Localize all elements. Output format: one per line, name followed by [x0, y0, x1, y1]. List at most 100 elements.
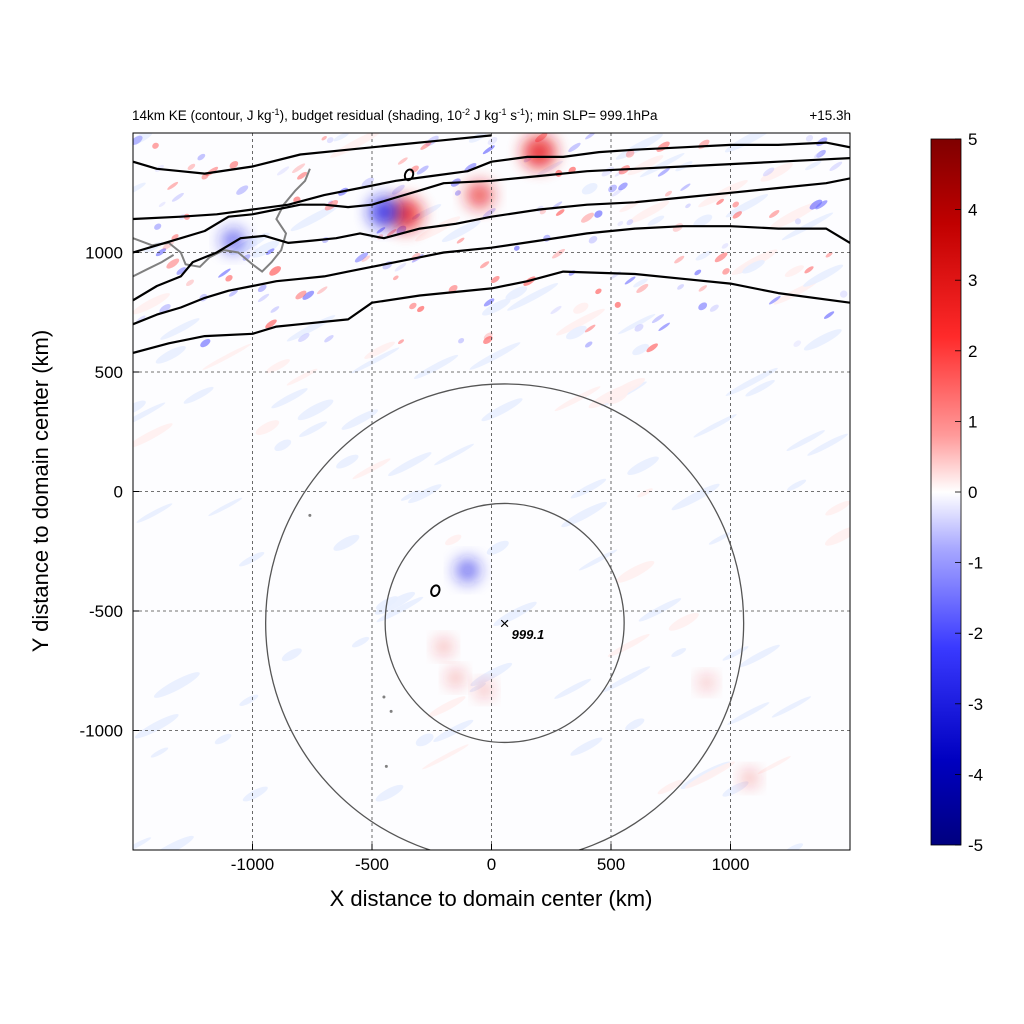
wave-streak	[228, 289, 238, 297]
wave-streak	[187, 163, 196, 171]
wave-streak	[664, 190, 673, 197]
texture-streak	[615, 133, 663, 160]
texture-streak	[725, 367, 778, 396]
forecast-time-label: +15.3h	[809, 108, 851, 123]
wave-streak	[483, 332, 493, 340]
texture-streak	[415, 733, 434, 747]
radius-rings	[265, 383, 745, 850]
texture-streak	[239, 694, 259, 706]
texture-streak	[376, 596, 424, 623]
texture-streak	[133, 133, 153, 145]
plot-background	[133, 133, 850, 850]
texture-streak	[441, 220, 481, 243]
wave-streak	[417, 305, 425, 313]
texture-streak	[374, 591, 416, 615]
wave-streak	[805, 134, 814, 142]
colorbar-tick-label: 4	[968, 201, 977, 220]
wave-streak	[618, 182, 628, 191]
x-tick-label: 500	[597, 855, 625, 874]
y-tick-label: -1000	[80, 722, 123, 741]
x-tick-label: 1000	[712, 855, 750, 874]
texture-streak	[708, 532, 732, 545]
texture-streak	[637, 488, 653, 498]
texture-streak	[671, 483, 720, 511]
wave-streak	[277, 166, 290, 176]
texture-streak	[561, 501, 608, 528]
wave-streak	[482, 208, 496, 218]
y-tick-label: 1000	[85, 244, 123, 263]
wave-streak	[722, 268, 730, 275]
wave-streak	[386, 229, 397, 237]
texture-streak	[668, 612, 699, 631]
island-dot	[382, 695, 386, 699]
wave-streak	[694, 269, 702, 276]
wave-streak	[409, 302, 417, 310]
texture-streak	[333, 534, 360, 551]
texture-streak	[266, 359, 290, 374]
texture-streak	[146, 835, 194, 850]
title-sup: -1	[517, 107, 526, 117]
storm-center: ×999.1	[500, 614, 545, 642]
wave-streak	[804, 266, 814, 274]
wave-streak	[513, 245, 520, 251]
colorbar-tick-label: -1	[968, 554, 983, 573]
colorbar-ticks: 5 4 3 2 1 0 -1 -2 -3 -4 -5	[955, 130, 983, 855]
texture-streak	[183, 386, 214, 404]
wave-streak	[698, 285, 708, 292]
texture-streak	[486, 540, 509, 555]
wave-streak	[768, 295, 781, 305]
wave-streak	[555, 209, 565, 216]
wave-streak	[458, 337, 465, 344]
wave-streak	[176, 267, 187, 275]
min-slp-label: 999.1	[512, 627, 545, 642]
ke-contour-line	[133, 177, 850, 302]
wave-streak	[225, 275, 233, 282]
shading-feature	[435, 638, 453, 656]
wave-streak	[201, 173, 209, 180]
wave-streak	[133, 135, 143, 145]
texture-streak	[695, 250, 712, 261]
colorbar-tick-label: -3	[968, 695, 983, 714]
ke-contour-line	[133, 225, 850, 326]
texture-streak	[413, 354, 459, 379]
title-sup: -1	[498, 107, 507, 117]
wave-streak	[793, 340, 801, 347]
texture-streak	[274, 439, 292, 452]
wave-streak	[361, 177, 374, 188]
texture-streak	[638, 598, 682, 622]
texture-streak	[133, 837, 152, 850]
texture-streak	[554, 678, 592, 699]
texture-streak	[375, 784, 404, 802]
wave-streak	[321, 135, 327, 141]
wave-streak	[568, 142, 581, 153]
title-sup: -2	[461, 107, 470, 117]
wave-streak	[154, 223, 162, 230]
shading-feature	[221, 228, 246, 253]
wave-streak	[581, 212, 594, 223]
texture-streak	[786, 430, 825, 452]
texture-streak	[607, 390, 628, 405]
wave-streak	[825, 252, 833, 258]
wave-streak	[159, 304, 171, 314]
texture-streak	[760, 162, 793, 182]
texture-streak	[581, 183, 598, 195]
texture-streak	[555, 308, 605, 336]
wave-streak	[197, 153, 206, 161]
texture-streak	[781, 212, 834, 241]
texture-streak	[297, 399, 334, 421]
wave-streak	[674, 255, 685, 264]
wave-streak	[257, 293, 270, 303]
title-part: ), budget residual (shading, 10	[279, 108, 462, 123]
wave-streak	[292, 163, 306, 174]
texture-streak	[573, 302, 589, 314]
colorbar-tick-label: 3	[968, 271, 977, 290]
texture-streak	[202, 343, 252, 370]
wave-streak	[392, 275, 399, 281]
texture-streak	[150, 747, 169, 758]
shading-feature	[466, 181, 494, 209]
colorbar-tick-label: 1	[968, 412, 977, 431]
wave-streak	[732, 201, 740, 208]
wave-streak	[614, 301, 621, 308]
wave-streak	[487, 136, 498, 146]
title-sup: -1	[271, 107, 280, 117]
